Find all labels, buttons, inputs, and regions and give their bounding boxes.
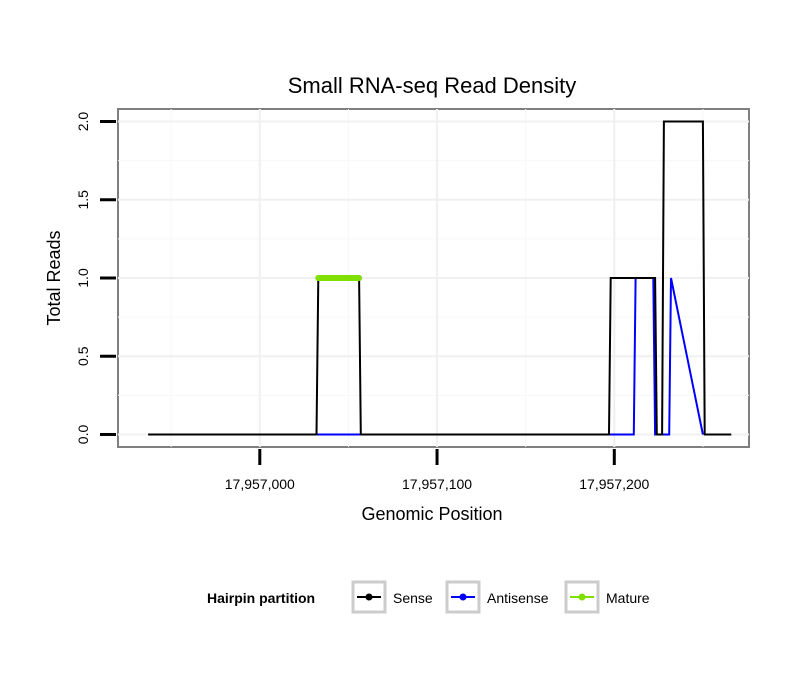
legend-label: Mature <box>606 590 650 606</box>
x-tick-label: 17,957,100 <box>402 476 472 492</box>
y-tick-label: 2.0 <box>75 112 91 132</box>
legend-key-point <box>365 593 373 601</box>
legend: Hairpin partition Sense Antisense Mature <box>207 580 650 614</box>
axes: 17,957,000 17,957,100 17,957,200 0.0 0.5 1.0 1… <box>75 112 650 492</box>
chart-title: Small RNA-seq Read Density <box>288 73 577 98</box>
series-lines <box>148 120 732 436</box>
y-axis-title: Total Reads <box>44 230 64 325</box>
legend-label: Antisense <box>487 590 549 606</box>
legend-key-point <box>459 593 467 601</box>
legend-title: Hairpin partition <box>207 590 315 606</box>
legend-item-sense: Sense <box>351 580 433 614</box>
y-tick-label: 0.5 <box>75 346 91 366</box>
y-tick-label: 1.5 <box>75 190 91 210</box>
legend-item-mature: Mature <box>564 580 650 614</box>
x-axis-title: Genomic Position <box>361 504 502 524</box>
y-tick-label: 0.0 <box>75 425 91 445</box>
x-tick-label: 17,957,200 <box>579 476 649 492</box>
y-tick-label: 1.0 <box>75 268 91 288</box>
x-tick-label: 17,957,000 <box>225 476 295 492</box>
series-line-antisense <box>316 277 704 436</box>
legend-key-point <box>578 593 586 601</box>
legend-label: Sense <box>393 590 433 606</box>
legend-item-antisense: Antisense <box>445 580 549 614</box>
